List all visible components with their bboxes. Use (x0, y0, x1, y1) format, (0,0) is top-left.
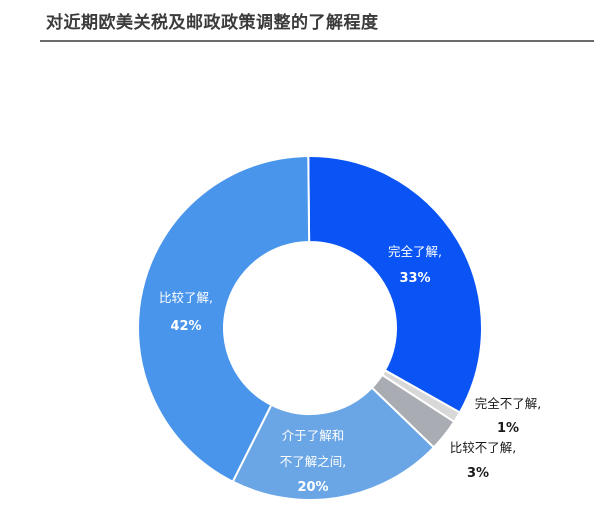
slice-fully-understand (307, 155, 483, 414)
slice-category-label: 比较不了解, (450, 440, 516, 455)
donut-slices (137, 154, 483, 501)
slice-category-label: 完全了解, (388, 244, 442, 259)
title-divider (40, 40, 594, 42)
chart-title: 对近期欧美关税及邮政政策调整的了解程度 (46, 13, 379, 33)
slice-category-label: 介于了解和 (282, 428, 345, 443)
slice-value-label: 3% (467, 466, 489, 481)
slice-value-label: 42% (170, 319, 201, 334)
slice-rather-understand (137, 154, 311, 484)
slice-value-label: 33% (399, 271, 430, 286)
slice-value-label: 20% (297, 480, 328, 495)
slice-category-label: 不了解之间, (280, 454, 346, 469)
slice-category-label: 比较了解, (159, 290, 213, 305)
slice-value-label: 1% (497, 421, 519, 436)
slice-in-between (231, 386, 436, 501)
slice-category-label: 完全不了解, (475, 396, 541, 411)
